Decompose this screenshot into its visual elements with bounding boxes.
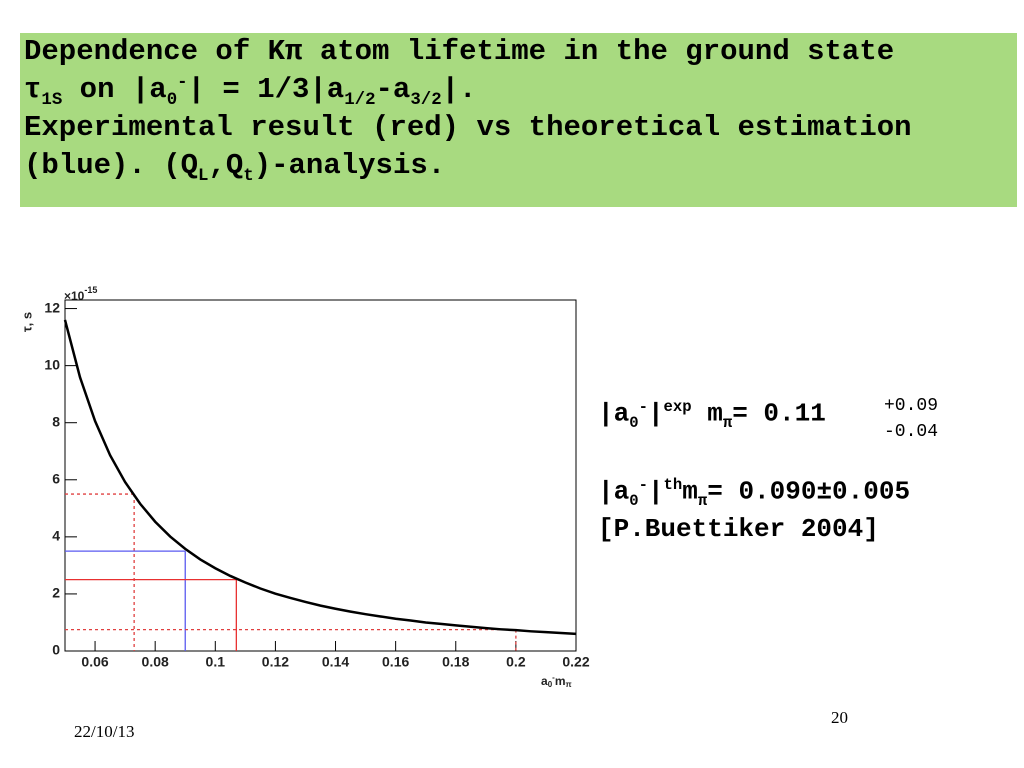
text-segment: - bbox=[177, 73, 188, 93]
x-tick-label: 0.14 bbox=[322, 654, 349, 670]
x-tick-label: 0.16 bbox=[382, 654, 409, 670]
text-segment: )-analysis. bbox=[253, 149, 446, 182]
y-axis-label: τ, s bbox=[19, 312, 34, 332]
x-tick-label: 0.1 bbox=[206, 654, 226, 670]
x-tick-label: 0.12 bbox=[262, 654, 289, 670]
y-tick-label: 10 bbox=[44, 356, 60, 372]
text-segment: | bbox=[647, 476, 664, 507]
text-segment: (blue). (Q bbox=[24, 149, 199, 182]
y-tick-label: 4 bbox=[52, 528, 60, 544]
header-line: (blue). (QL,Qt)-analysis. bbox=[24, 149, 445, 186]
text-segment: |. bbox=[441, 73, 477, 106]
plot-frame bbox=[64, 299, 577, 652]
text-segment: on |a bbox=[62, 73, 167, 106]
text-segment: = 0.11 bbox=[732, 398, 826, 429]
y-multiplier: ×10-15 bbox=[64, 285, 97, 303]
multiplier-exponent: -15 bbox=[84, 285, 97, 295]
text-segment: 1S bbox=[41, 90, 63, 110]
text-segment: m bbox=[691, 398, 723, 429]
text-segment: 0 bbox=[629, 491, 639, 510]
page-number: 20 bbox=[831, 708, 848, 727]
text-segment: 1/2 bbox=[344, 90, 376, 110]
text-segment: π bbox=[722, 413, 733, 432]
y-tick-label: 12 bbox=[44, 299, 60, 315]
experimental-result: |a0-|exp mπ= 0.11 bbox=[598, 398, 826, 432]
theoretical-result: |a0-|thmπ= 0.090±0.005 bbox=[598, 476, 910, 510]
x-tick-label: 0.18 bbox=[442, 654, 469, 670]
header-line: Experimental result (red) vs theoretical… bbox=[24, 111, 912, 144]
x-tick-label: 0.06 bbox=[81, 654, 108, 670]
text-segment: L bbox=[198, 166, 209, 186]
text-segment: - bbox=[638, 476, 648, 494]
text-segment: 0 bbox=[629, 413, 639, 432]
y-tick-label: 0 bbox=[52, 642, 60, 658]
text-segment: π bbox=[697, 491, 708, 510]
text-segment: |a bbox=[598, 398, 630, 429]
y-tick-label: 8 bbox=[52, 413, 60, 429]
x-tick-label: 0.2 bbox=[506, 654, 526, 670]
text-segment: th bbox=[663, 476, 683, 494]
label-segment: a bbox=[541, 674, 548, 688]
y-tick-label: 2 bbox=[52, 585, 60, 601]
text-segment: m bbox=[682, 476, 698, 507]
text-segment: |a bbox=[598, 476, 630, 507]
header-line: τ1S on |a0-| = 1/3|a1/2-a3/2|. bbox=[24, 73, 476, 110]
text-segment: exp bbox=[663, 398, 692, 416]
label-segment: 0 bbox=[548, 680, 553, 689]
reference: [P.Buettiker 2004] bbox=[598, 514, 879, 544]
text-segment: Experimental result (red) vs theoretical… bbox=[24, 111, 912, 144]
x-tick-label: 0.08 bbox=[142, 654, 169, 670]
text-segment: 0 bbox=[166, 90, 178, 110]
label-segment: π bbox=[565, 680, 571, 689]
text-segment: t bbox=[243, 166, 254, 186]
text-segment: 3/2 bbox=[410, 90, 442, 110]
label-segment: m bbox=[555, 674, 566, 688]
y-tick-label: 6 bbox=[52, 470, 60, 486]
header-line: Dependence of Kπ atom lifetime in the gr… bbox=[24, 35, 894, 68]
text-segment: Dependence of Kπ atom lifetime in the gr… bbox=[24, 35, 895, 68]
text-segment: | = 1/3|a bbox=[187, 73, 345, 106]
text-segment: ,Q bbox=[208, 149, 244, 182]
x-tick-label: 0.22 bbox=[562, 654, 589, 670]
x-axis-label: a0-mπ bbox=[541, 673, 572, 689]
curve bbox=[63, 319, 577, 636]
text-segment: -a bbox=[375, 73, 411, 106]
error-minus: -0.04 bbox=[884, 422, 939, 442]
header-box: Dependence of Kπ atom lifetime in the gr… bbox=[20, 33, 1017, 207]
error-plus: +0.09 bbox=[884, 396, 939, 416]
footer-date: 22/10/13 bbox=[74, 722, 135, 741]
text-segment: = 0.090±0.005 bbox=[707, 476, 911, 507]
text-segment: τ bbox=[24, 73, 42, 106]
text-segment: | bbox=[647, 398, 664, 429]
text-segment: - bbox=[638, 398, 648, 416]
multiplier-base: ×10 bbox=[64, 289, 85, 303]
label-segment: - bbox=[552, 673, 555, 682]
